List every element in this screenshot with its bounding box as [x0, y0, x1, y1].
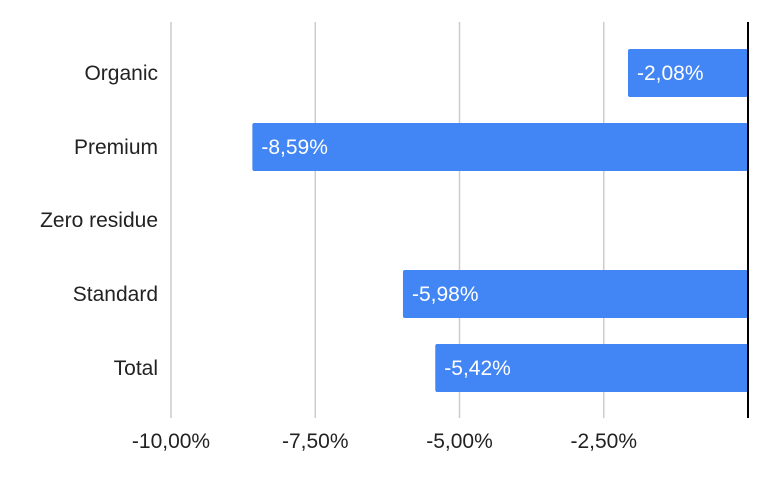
x-tick-labels: -10,00% -7,50% -5,00% -2,50% — [132, 430, 637, 453]
category-label: Total — [114, 357, 158, 380]
x-tick-label: -7,50% — [282, 430, 349, 453]
category-label: Standard — [73, 283, 158, 306]
bar-organic — [627, 49, 748, 97]
category-label: Organic — [84, 62, 158, 85]
data-label: -2,08% — [637, 62, 704, 85]
bar-total — [435, 344, 748, 392]
data-labels: -2,08% -8,59% -5,98% -5,42% — [261, 62, 703, 380]
bar-premium — [252, 123, 748, 171]
data-label: -8,59% — [261, 136, 328, 159]
data-label: -5,42% — [444, 357, 511, 380]
x-tick-label: -10,00% — [132, 430, 210, 453]
category-label: Zero residue — [40, 209, 158, 232]
bar-standard — [402, 270, 748, 318]
category-labels: Organic Premium Zero residue Standard Total — [40, 62, 158, 380]
x-tick-label: -5,00% — [426, 430, 493, 453]
x-tick-label: -2,50% — [570, 430, 637, 453]
data-label: -5,98% — [412, 283, 479, 306]
bars — [252, 49, 748, 392]
category-label: Premium — [74, 136, 158, 159]
